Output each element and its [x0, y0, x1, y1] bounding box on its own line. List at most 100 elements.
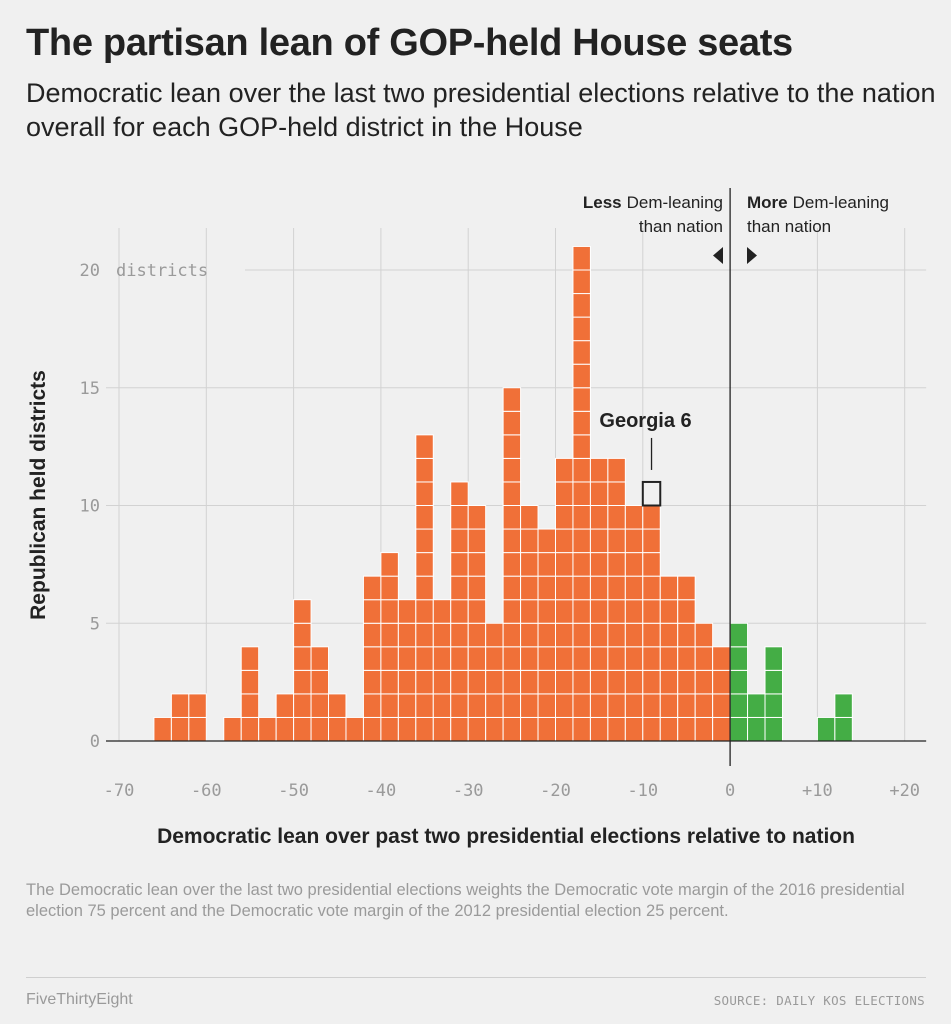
republican-district-cell — [589, 669, 609, 695]
republican-district-cell — [362, 622, 382, 648]
republican-district-cell — [415, 505, 434, 530]
republican-district-cell — [659, 599, 679, 624]
republican-district-cell — [362, 599, 382, 624]
more-dem-label-bold: More — [747, 193, 788, 212]
republican-district-cell — [188, 693, 207, 718]
republican-district-cell — [607, 622, 626, 648]
republican-district-cell — [293, 646, 312, 671]
republican-district-cell — [694, 693, 714, 718]
republican-district-cell — [415, 434, 434, 459]
republican-district-cell — [642, 552, 661, 577]
annotations: Less Dem-leaning than nation More Dem-lean… — [583, 193, 889, 507]
republican-district-cell — [502, 387, 522, 412]
republican-district-cell — [572, 340, 591, 365]
republican-district-cell — [712, 716, 731, 742]
y-tick-label: 15 — [80, 379, 100, 399]
x-tick-label: 0 — [725, 781, 735, 801]
republican-district-cell — [240, 669, 260, 695]
republican-district-cell — [572, 269, 591, 295]
republican-district-cell — [537, 693, 556, 718]
x-axis-title: Democratic lean over past two presidenti… — [157, 825, 855, 848]
republican-district-cell — [520, 599, 539, 624]
democratic-district-cell — [729, 669, 749, 695]
republican-district-cell — [624, 599, 644, 624]
republican-district-cell — [362, 575, 382, 601]
x-tick-label: -30 — [453, 781, 484, 801]
republican-district-cell — [677, 575, 696, 601]
republican-district-cell — [642, 716, 661, 742]
republican-district-cell — [642, 646, 661, 671]
democratic-district-cell — [747, 693, 766, 718]
republican-district-cell — [624, 669, 644, 695]
x-tick-label: +10 — [802, 781, 833, 801]
less-dem-label-line2: than nation — [639, 217, 723, 236]
republican-district-cell — [520, 646, 539, 671]
republican-district-cell — [293, 716, 312, 742]
republican-district-cell — [520, 716, 539, 742]
republican-district-cell — [380, 552, 399, 577]
republican-district-cell — [555, 646, 574, 671]
republican-district-cell — [450, 669, 469, 695]
republican-district-cell — [589, 505, 609, 530]
republican-district-cell — [572, 481, 591, 507]
republican-district-cell — [450, 716, 469, 742]
republican-district-cell — [589, 457, 609, 483]
republican-district-cell — [397, 693, 417, 718]
republican-district-cell — [694, 622, 714, 648]
republican-district-cell — [659, 646, 679, 671]
republican-district-cell — [362, 646, 382, 671]
republican-district-cell — [572, 693, 591, 718]
republican-district-cell — [537, 575, 556, 601]
republican-district-cell — [555, 716, 574, 742]
republican-district-cell — [310, 669, 330, 695]
republican-district-cell — [555, 669, 574, 695]
republican-district-cell — [450, 599, 469, 624]
republican-district-cell — [572, 575, 591, 601]
republican-district-cell — [555, 599, 574, 624]
x-tick-label: -70 — [104, 781, 135, 801]
republican-district-cell — [467, 716, 487, 742]
y-tick-label: 20 — [80, 261, 100, 281]
brand-label: FiveThirtyEight — [26, 991, 133, 1008]
x-tick-label: -60 — [191, 781, 222, 801]
republican-district-cell — [624, 552, 644, 577]
republican-district-cell — [659, 669, 679, 695]
democratic-district-cell — [747, 716, 766, 742]
republican-district-cell — [520, 528, 539, 554]
democratic-district-cell — [764, 646, 783, 671]
republican-district-cell — [607, 575, 626, 601]
x-tick-label: -10 — [627, 781, 658, 801]
republican-district-cell — [380, 693, 399, 718]
republican-district-cell — [537, 528, 556, 554]
republican-district-cell — [642, 575, 661, 601]
republican-district-cell — [502, 646, 522, 671]
republican-district-cell — [624, 528, 644, 554]
republican-district-cell — [467, 669, 487, 695]
republican-district-cell — [397, 716, 417, 742]
republican-district-cell — [520, 622, 539, 648]
republican-district-cell — [712, 646, 731, 671]
more-dem-label-rest: Dem-leaning — [793, 193, 889, 212]
republican-district-cell — [589, 646, 609, 671]
more-dem-label: More Dem-leaning — [747, 193, 889, 212]
republican-district-cell — [624, 716, 644, 742]
republican-district-cell — [485, 622, 504, 648]
republican-district-cell — [712, 669, 731, 695]
republican-district-cell — [589, 622, 609, 648]
republican-district-cell — [485, 716, 504, 742]
republican-district-cell — [380, 669, 399, 695]
republican-district-cell — [415, 481, 434, 507]
republican-district-cell — [555, 457, 574, 483]
republican-district-cell — [607, 669, 626, 695]
republican-district-cell — [694, 669, 714, 695]
republican-district-cell — [328, 716, 347, 742]
republican-district-cell — [520, 552, 539, 577]
republican-district-cell — [659, 716, 679, 742]
republican-district-cell — [240, 646, 260, 671]
more-dem-label-line2: than nation — [747, 217, 831, 236]
republican-district-cell — [240, 716, 260, 742]
republican-district-cell — [607, 505, 626, 530]
arrow-left-icon — [713, 247, 723, 264]
x-tick-label: +20 — [889, 781, 920, 801]
republican-district-cell — [467, 552, 487, 577]
